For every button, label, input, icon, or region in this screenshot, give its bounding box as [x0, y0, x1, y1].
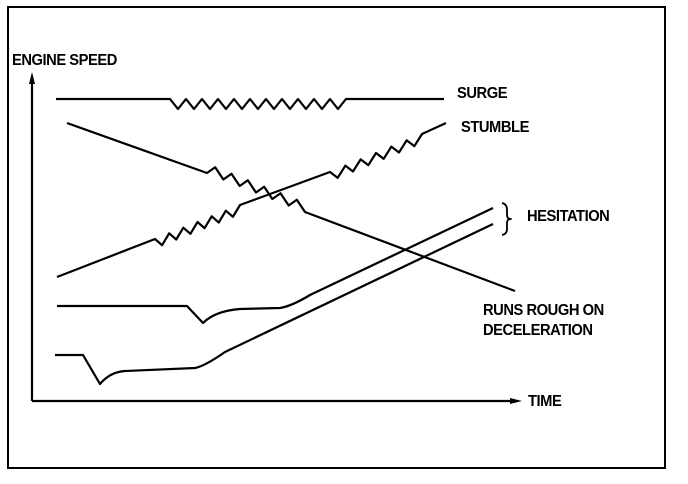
runs-rough-label-line2: DECELERATION	[483, 322, 593, 339]
y-axis	[29, 72, 35, 401]
hesitation-label: HESITATION	[527, 208, 610, 225]
x-axis	[32, 398, 522, 404]
runs-rough-label-line1: RUNS ROUGH ON	[483, 302, 604, 319]
stumble-label: STUMBLE	[461, 119, 529, 136]
runs-rough-curve	[66, 121, 516, 293]
y-axis-label: ENGINE SPEED	[12, 52, 117, 69]
surge-curve	[56, 97, 444, 111]
x-axis-label: TIME	[528, 393, 562, 410]
hesitation-brace	[501, 202, 512, 236]
stumble-curve	[56, 122, 447, 279]
hesitation-curve-lower	[55, 223, 494, 386]
surge-label: SURGE	[457, 85, 508, 102]
hesitation-curve-upper	[57, 207, 494, 325]
diagram-frame	[7, 6, 666, 469]
